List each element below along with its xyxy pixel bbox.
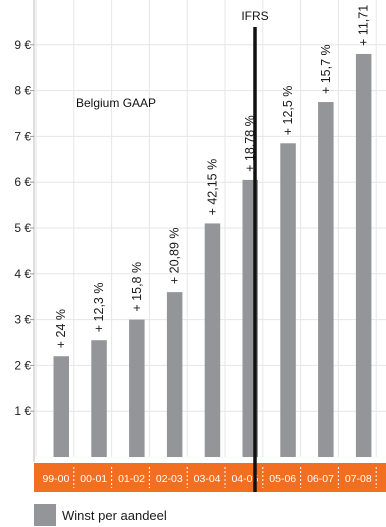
legend-swatch (34, 504, 56, 526)
y-axis: 1 € 2 € 3 € 4 € 5 € 6 € 7 € 8 € 9 € (14, 0, 35, 462)
bar-03-04 (204, 223, 221, 457)
bar-05-06 (280, 143, 296, 457)
x-tick-label: 03-04 (194, 473, 221, 485)
y-tick-label: 8 € (14, 84, 31, 98)
growth-label: + 12,5 % (281, 86, 295, 136)
x-tick-label: 00-01 (80, 473, 107, 485)
legend-label: Winst per aandeel (62, 508, 167, 523)
x-axis-band (34, 463, 386, 492)
growth-label: + 11,71 (357, 5, 371, 46)
y-tick-label: 9 € (14, 38, 31, 52)
bar-01-02 (129, 319, 145, 457)
y-tick-label: 4 € (14, 267, 31, 281)
growth-labels: + 24 % + 12,3 % + 15,8 % + 20,89 % + 42,15 %… (54, 5, 371, 348)
x-tick-label: 02-03 (156, 473, 183, 485)
x-tick-label: 07-08 (345, 473, 372, 485)
growth-label: + 15,8 % (130, 262, 144, 312)
grid-lines (34, 0, 386, 457)
y-tick-label: 3 € (14, 313, 31, 327)
y-tick-label: 2 € (14, 358, 31, 372)
y-tick-label: 7 € (14, 129, 31, 143)
growth-label: + 24 % (54, 309, 68, 348)
growth-label: + 12,3 % (92, 283, 106, 333)
x-tick-label: 01-02 (118, 473, 145, 485)
y-tick-label: 5 € (14, 221, 31, 235)
x-tick-label: 05-06 (269, 473, 296, 485)
bar-99-00 (53, 356, 69, 457)
x-tick-label: 04-05 (231, 473, 258, 485)
y-tick-label: 1 € (14, 404, 31, 418)
x-tick-label: 99-00 (42, 473, 69, 485)
bar-02-03 (166, 292, 183, 457)
ifrs-label: IFRS (241, 9, 268, 23)
x-axis-ticks: 99-00 00-01 01-02 02-03 03-04 04-05 05-06 06-07… (42, 467, 386, 488)
bar-06-07 (318, 102, 334, 458)
growth-label: + 42,15 % (205, 159, 219, 216)
bars (53, 53, 372, 458)
bar-07-08 (355, 53, 372, 458)
y-tick-label: 6 € (14, 175, 31, 189)
growth-label: + 15,7 % (319, 44, 333, 94)
x-tick-label: 06-07 (307, 473, 334, 485)
belgium-gaap-label: Belgium GAAP (76, 96, 156, 110)
growth-label: + 20,89 % (168, 227, 182, 284)
bar-00-01 (91, 340, 107, 457)
